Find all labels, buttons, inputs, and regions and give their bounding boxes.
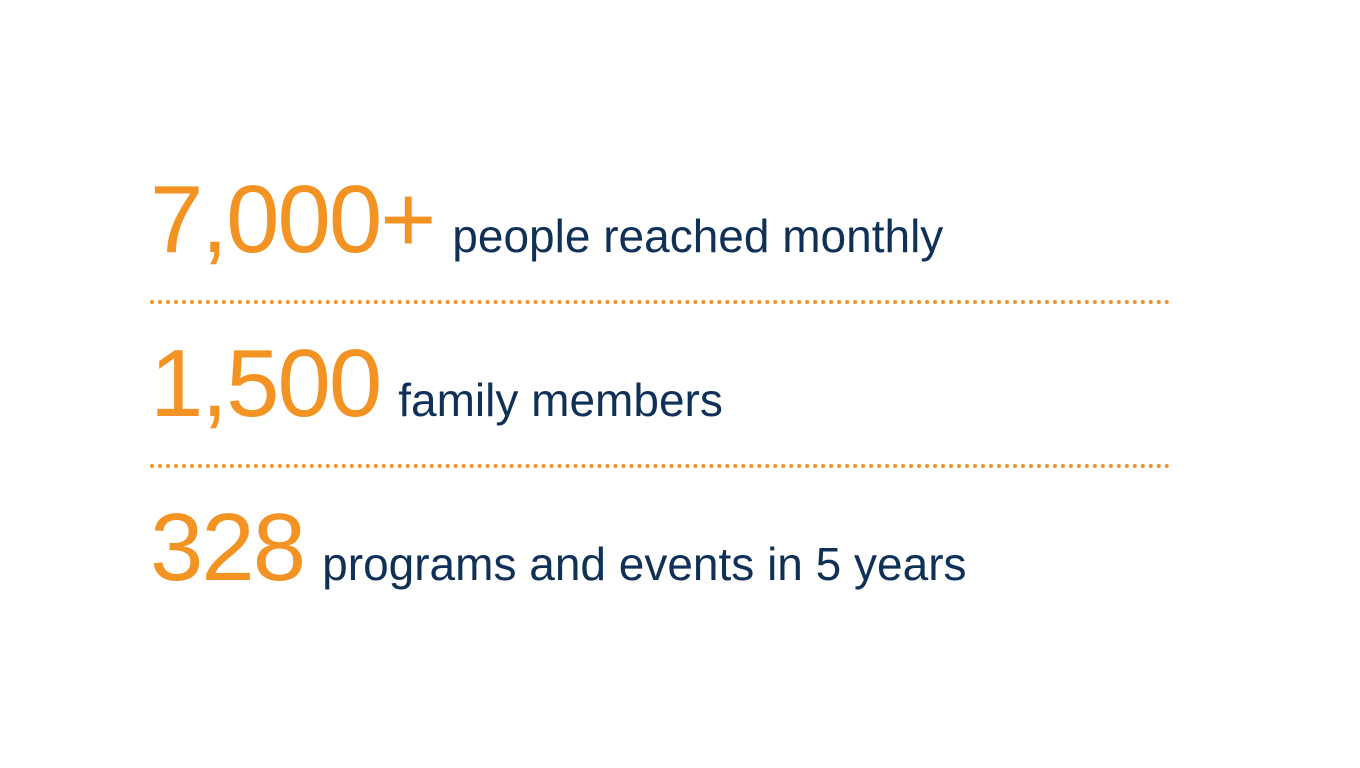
stat-number: 328: [150, 500, 304, 596]
stat-label: programs and events in 5 years: [322, 541, 966, 587]
stat-number: 1,500: [150, 336, 380, 432]
stats-container: 7,000+ people reached monthly 1,500 fami…: [150, 148, 1170, 620]
stat-label: family members: [398, 377, 723, 423]
stat-divider: [150, 300, 1170, 304]
stat-row: 1,500 family members: [150, 312, 1170, 456]
stat-number: 7,000+: [150, 172, 434, 268]
stat-divider: [150, 464, 1170, 468]
stat-row: 7,000+ people reached monthly: [150, 148, 1170, 292]
stat-row: 328 programs and events in 5 years: [150, 476, 1170, 620]
stat-label: people reached monthly: [452, 213, 943, 259]
